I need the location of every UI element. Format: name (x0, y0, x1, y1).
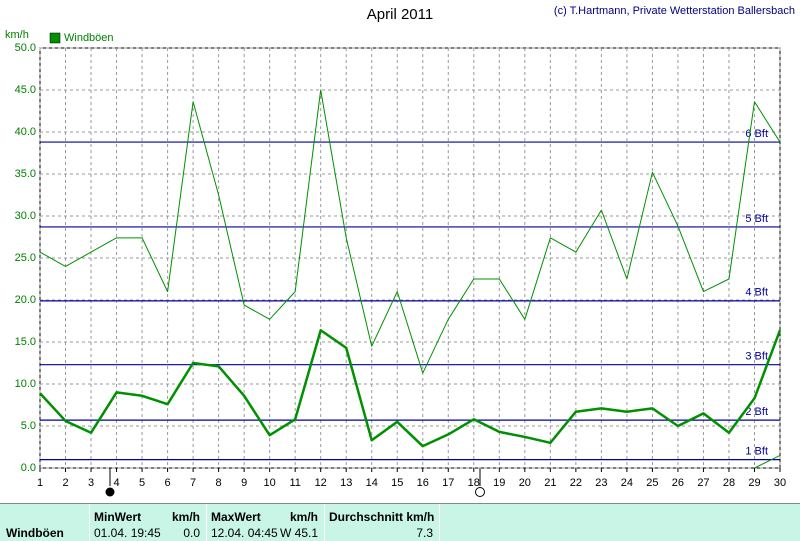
beaufort-label: 6 Bft (745, 128, 768, 140)
x-tick-label: 24 (621, 477, 633, 489)
x-tick-label: 14 (366, 477, 378, 489)
legend-swatch (49, 32, 61, 44)
x-tick-label: 28 (723, 477, 735, 489)
summary-table: Windböen MinWert km/h 01.04. 19:45 0.0 M… (0, 503, 800, 541)
row-label: Windböen (6, 526, 64, 540)
legend-label: Windböen (64, 32, 114, 44)
x-tick-label: 2 (62, 477, 68, 489)
x-tick-label: 1 (37, 477, 43, 489)
new-moon-icon (105, 487, 115, 497)
x-tick-label: 12 (315, 477, 327, 489)
y-tick-label: 50.0 (15, 42, 36, 54)
max-cell: MaxWert km/h 12.04. 04:45 W 45.1 (207, 504, 325, 541)
header-unit: km/h (171, 510, 200, 524)
chart: April 2011 (c) T.Hartmann, Private Wette… (5, 5, 795, 497)
x-tick-label: 18 (468, 477, 480, 489)
y-tick-label: 10.0 (15, 378, 36, 390)
y-axis-label: km/h (5, 29, 29, 41)
series-line (754, 454, 781, 469)
x-tick-label: 25 (646, 477, 658, 489)
x-tick-label: 7 (190, 477, 196, 489)
header: MinWert (94, 510, 142, 524)
plot-area (39, 47, 781, 469)
y-tick-label: 25.0 (15, 252, 36, 264)
y-tick-label: 30.0 (15, 210, 36, 222)
y-tick-label: 15.0 (15, 336, 36, 348)
x-tick-label: 29 (748, 477, 760, 489)
series-line (39, 328, 782, 448)
max-value: W 45.1 (279, 526, 318, 540)
y-tick-label: 20.0 (15, 294, 36, 306)
x-tick-label: 11 (289, 477, 300, 489)
x-tick-label: 10 (264, 477, 276, 489)
header-unit: km/h (289, 510, 318, 524)
x-tick-label: 17 (442, 477, 454, 489)
y-tick-label: 40.0 (15, 126, 36, 138)
avg-value: 7.3 (416, 526, 433, 540)
min-value: 0.0 (183, 526, 200, 540)
row-label-cell: Windböen (0, 504, 90, 541)
beaufort-label: 3 Bft (745, 351, 768, 363)
y-tick-label: 45.0 (15, 84, 36, 96)
x-tick-label: 4 (113, 477, 119, 489)
x-tick-label: 9 (241, 477, 247, 489)
x-tick-label: 23 (595, 477, 607, 489)
x-tick-label: 27 (697, 477, 709, 489)
y-tick-label: 35.0 (15, 168, 36, 180)
min-time: 01.04. 19:45 (94, 526, 161, 540)
beaufort-label: 4 Bft (745, 287, 768, 299)
x-tick-label: 6 (165, 477, 171, 489)
x-tick-label: 26 (672, 477, 684, 489)
avg-cell: Durchschnitt km/h 7.3 (325, 504, 440, 541)
x-tick-label: 3 (88, 477, 94, 489)
x-tick-label: 8 (216, 477, 222, 489)
y-tick-label: 0.0 (21, 462, 36, 474)
copyright: (c) T.Hartmann, Private Wetterstation Ba… (554, 5, 795, 17)
max-time: 12.04. 04:45 (211, 526, 278, 540)
x-tick-label: 19 (493, 477, 505, 489)
beaufort-label: 5 Bft (745, 213, 768, 225)
x-tick-label: 20 (519, 477, 531, 489)
x-tick-label: 13 (340, 477, 352, 489)
x-tick-label: 30 (774, 477, 786, 489)
header: Durchschnitt km/h (329, 510, 435, 524)
x-tick-label: 5 (139, 477, 145, 489)
min-cell: MinWert km/h 01.04. 19:45 0.0 (90, 504, 207, 541)
x-tick-label: 21 (544, 477, 556, 489)
beaufort-label: 2 Bft (745, 406, 768, 418)
header: MaxWert (211, 510, 261, 524)
full-moon-icon (475, 487, 485, 497)
chart-title: April 2011 (367, 6, 433, 23)
x-tick-label: 22 (570, 477, 582, 489)
series-line (39, 89, 781, 374)
x-tick-label: 16 (417, 477, 429, 489)
x-tick-label: 15 (391, 477, 403, 489)
y-tick-label: 5.0 (21, 420, 36, 432)
beaufort-label: 1 Bft (745, 446, 768, 458)
